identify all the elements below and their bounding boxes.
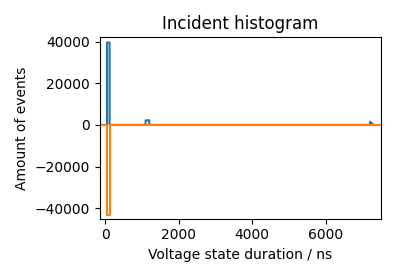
Y-axis label: Amount of events: Amount of events [15, 66, 29, 190]
Title: Incident histogram: Incident histogram [162, 15, 318, 33]
X-axis label: Voltage state duration / ns: Voltage state duration / ns [148, 248, 332, 262]
